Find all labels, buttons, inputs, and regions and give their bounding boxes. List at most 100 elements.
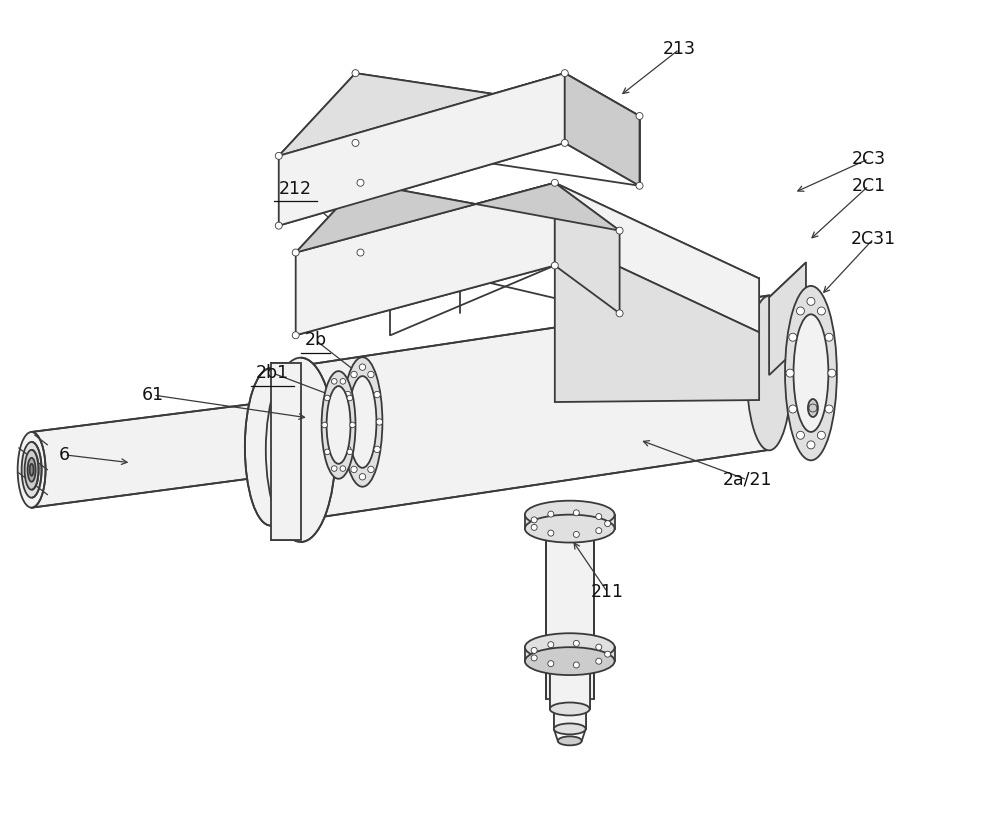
Ellipse shape [596, 514, 602, 519]
Ellipse shape [531, 524, 537, 530]
Ellipse shape [331, 379, 337, 384]
Polygon shape [555, 182, 620, 313]
Text: 2C3: 2C3 [852, 150, 886, 168]
Ellipse shape [573, 640, 579, 646]
Ellipse shape [561, 70, 568, 77]
Ellipse shape [616, 310, 623, 317]
Ellipse shape [352, 70, 359, 77]
Ellipse shape [605, 520, 611, 527]
Ellipse shape [292, 249, 299, 256]
Polygon shape [32, 393, 339, 508]
Text: 2b: 2b [305, 331, 327, 349]
Polygon shape [271, 295, 769, 524]
Ellipse shape [548, 511, 554, 517]
Ellipse shape [376, 419, 383, 425]
Ellipse shape [817, 307, 825, 315]
Ellipse shape [561, 139, 568, 146]
Ellipse shape [796, 307, 804, 315]
Ellipse shape [349, 376, 376, 468]
Text: 61: 61 [142, 386, 164, 404]
Ellipse shape [324, 395, 330, 401]
Ellipse shape [351, 371, 357, 378]
Ellipse shape [817, 431, 825, 439]
Ellipse shape [531, 647, 537, 654]
Ellipse shape [551, 179, 558, 187]
Ellipse shape [789, 333, 797, 341]
Ellipse shape [331, 465, 337, 471]
Polygon shape [525, 515, 615, 528]
Ellipse shape [616, 227, 623, 234]
Ellipse shape [343, 357, 382, 487]
Ellipse shape [525, 501, 615, 528]
Polygon shape [555, 236, 759, 402]
Text: 2C31: 2C31 [851, 230, 896, 248]
Ellipse shape [357, 179, 364, 187]
Ellipse shape [245, 368, 297, 526]
Ellipse shape [636, 182, 643, 189]
Ellipse shape [825, 405, 833, 413]
Ellipse shape [807, 298, 815, 305]
Ellipse shape [324, 449, 330, 455]
Ellipse shape [266, 357, 336, 542]
Ellipse shape [548, 661, 554, 667]
Ellipse shape [747, 296, 792, 451]
Ellipse shape [596, 644, 602, 650]
Ellipse shape [18, 432, 46, 508]
Polygon shape [296, 182, 620, 253]
Ellipse shape [550, 703, 590, 716]
Ellipse shape [573, 662, 579, 668]
Ellipse shape [525, 647, 615, 675]
Ellipse shape [340, 379, 346, 384]
Ellipse shape [347, 395, 353, 401]
Text: 2a/21: 2a/21 [722, 470, 772, 489]
Ellipse shape [605, 651, 611, 657]
Ellipse shape [345, 391, 351, 398]
Polygon shape [554, 709, 586, 729]
Text: 211: 211 [591, 583, 624, 601]
Ellipse shape [573, 510, 579, 516]
Ellipse shape [322, 371, 355, 479]
Ellipse shape [322, 422, 327, 428]
Ellipse shape [808, 399, 818, 417]
Ellipse shape [275, 152, 282, 160]
Ellipse shape [789, 405, 797, 413]
Ellipse shape [793, 314, 828, 432]
Ellipse shape [30, 464, 34, 476]
Ellipse shape [350, 422, 355, 428]
Polygon shape [525, 647, 615, 661]
Ellipse shape [551, 262, 558, 269]
Ellipse shape [548, 641, 554, 648]
Ellipse shape [785, 286, 837, 461]
Ellipse shape [359, 474, 366, 480]
Polygon shape [565, 73, 640, 186]
Polygon shape [279, 73, 640, 156]
Ellipse shape [342, 419, 349, 425]
Ellipse shape [807, 441, 815, 449]
Polygon shape [550, 661, 590, 709]
Polygon shape [296, 182, 555, 335]
Polygon shape [279, 73, 565, 226]
Ellipse shape [25, 450, 39, 490]
Ellipse shape [352, 139, 359, 146]
Ellipse shape [374, 446, 380, 452]
Polygon shape [769, 263, 806, 375]
Ellipse shape [825, 333, 833, 341]
Ellipse shape [548, 530, 554, 536]
Ellipse shape [340, 465, 346, 471]
Ellipse shape [796, 431, 804, 439]
Ellipse shape [525, 633, 615, 661]
Ellipse shape [809, 404, 817, 412]
Ellipse shape [275, 222, 282, 229]
Text: 6: 6 [59, 446, 70, 464]
Ellipse shape [357, 249, 364, 256]
Ellipse shape [28, 458, 36, 482]
Ellipse shape [368, 466, 374, 473]
Ellipse shape [351, 466, 357, 473]
Ellipse shape [345, 446, 351, 452]
Ellipse shape [573, 532, 579, 537]
Ellipse shape [22, 442, 42, 497]
Ellipse shape [636, 113, 643, 119]
Ellipse shape [531, 655, 537, 661]
Ellipse shape [359, 364, 366, 371]
Ellipse shape [596, 658, 602, 664]
